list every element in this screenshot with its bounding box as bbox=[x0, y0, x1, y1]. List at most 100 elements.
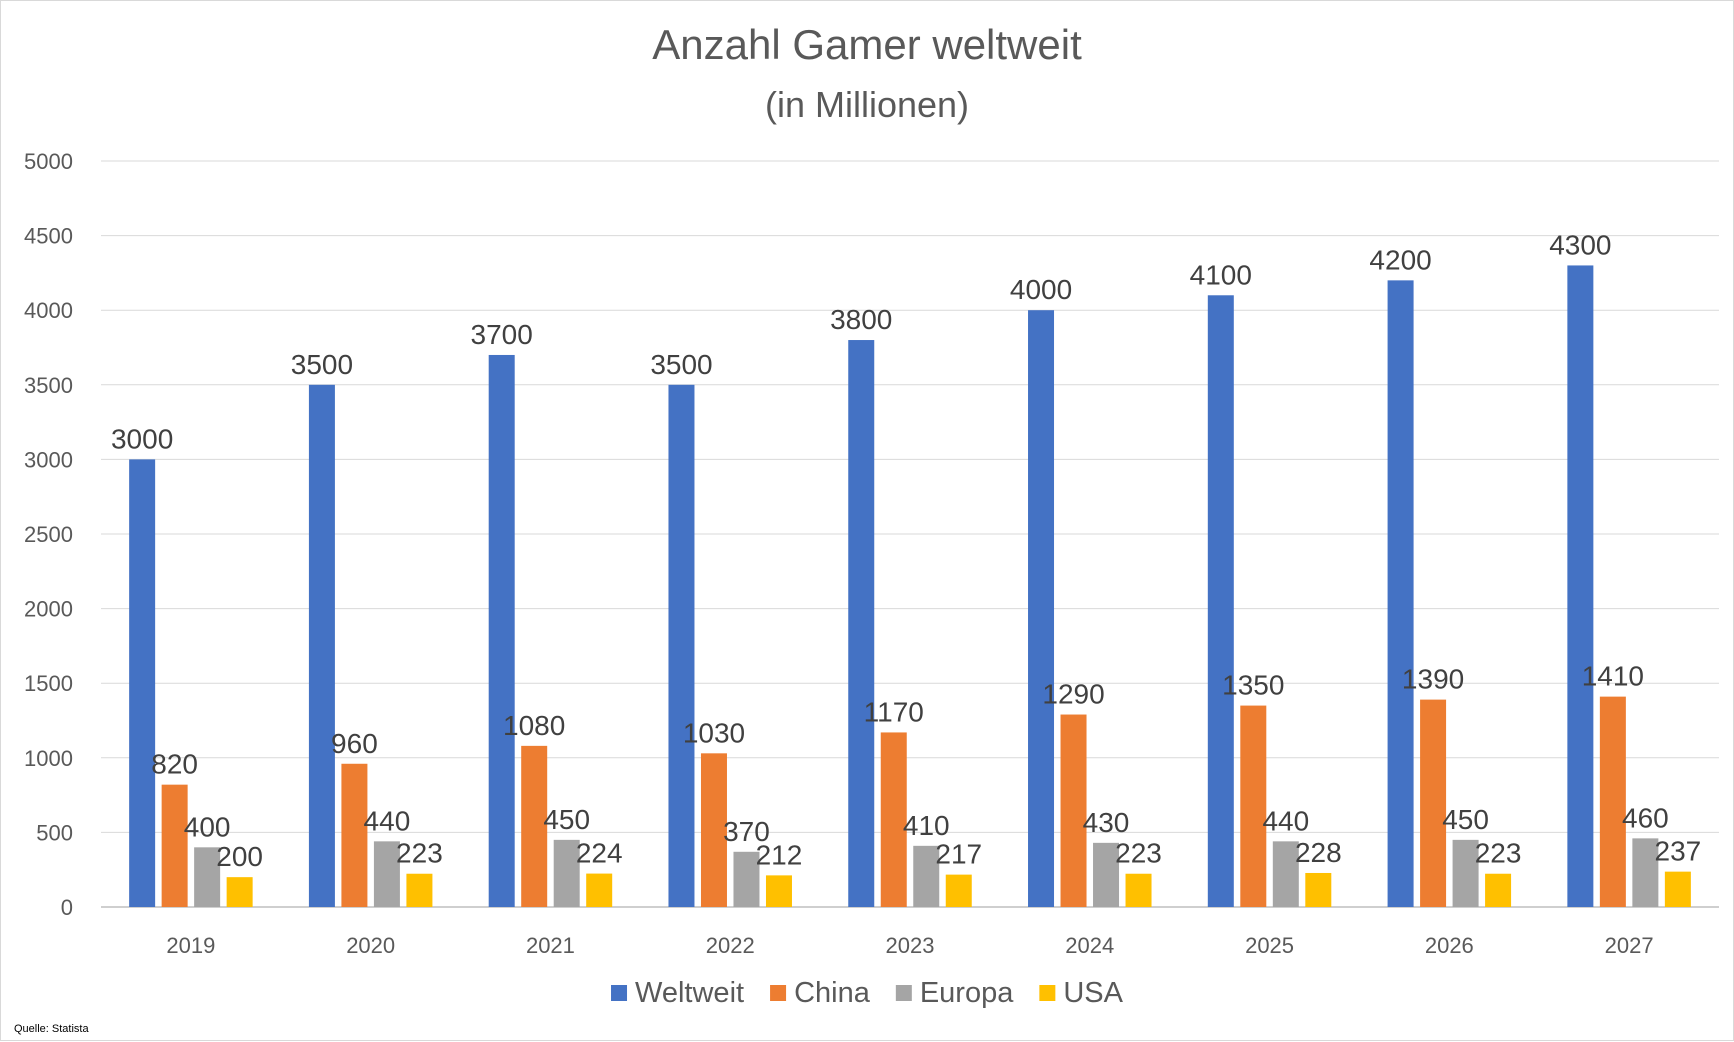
data-labels: 3000820400200350096044022337001080450224… bbox=[111, 229, 1701, 872]
data-label: 223 bbox=[1475, 838, 1522, 869]
data-label: 217 bbox=[935, 839, 982, 870]
data-label: 440 bbox=[364, 805, 411, 836]
data-label: 200 bbox=[216, 841, 263, 872]
bar-weltweit-2022 bbox=[668, 384, 695, 907]
data-label: 223 bbox=[1115, 838, 1162, 869]
data-label: 4000 bbox=[1010, 274, 1072, 305]
y-tick-label: 3500 bbox=[24, 373, 73, 398]
bar-weltweit-2021 bbox=[488, 354, 515, 908]
x-tick-label: 2020 bbox=[346, 933, 395, 958]
y-axis-ticks: 0 500 1000 1500 2000 2500 3000 3500 4000 4500 5000 bbox=[24, 149, 73, 920]
bar-europa-2022 bbox=[733, 851, 760, 907]
data-label: 3800 bbox=[830, 304, 892, 335]
data-label: 450 bbox=[543, 804, 590, 835]
data-label: 3700 bbox=[471, 319, 533, 350]
x-tick-label: 2024 bbox=[1065, 933, 1114, 958]
data-label: 224 bbox=[576, 838, 623, 869]
bar-china-2026 bbox=[1420, 699, 1447, 907]
legend-label-europa: Europa bbox=[920, 977, 1014, 1009]
legend-swatch-europa bbox=[895, 985, 912, 1001]
chart-subtitle: (in Millionen) bbox=[765, 84, 969, 125]
bar-usa-2026 bbox=[1485, 873, 1512, 907]
bar-usa-2019 bbox=[226, 877, 253, 907]
legend-label-china: China bbox=[794, 977, 871, 1009]
data-label: 3000 bbox=[111, 423, 173, 454]
data-label: 1030 bbox=[683, 717, 745, 748]
bar-usa-2023 bbox=[945, 874, 972, 907]
y-tick-label: 4500 bbox=[24, 224, 73, 249]
chart-title: Anzahl Gamer weltweit bbox=[652, 21, 1082, 68]
data-label: 430 bbox=[1083, 807, 1130, 838]
bar-weltweit-2025 bbox=[1207, 295, 1234, 907]
bar-china-2021 bbox=[521, 745, 548, 907]
data-label: 212 bbox=[756, 839, 803, 870]
bar-europa-2020 bbox=[373, 841, 400, 907]
data-label: 4300 bbox=[1549, 229, 1611, 260]
data-label: 237 bbox=[1655, 836, 1702, 867]
data-label: 1290 bbox=[1042, 679, 1104, 710]
data-label: 820 bbox=[151, 749, 198, 780]
bar-china-2024 bbox=[1060, 714, 1087, 907]
data-label: 1350 bbox=[1222, 670, 1284, 701]
bar-weltweit-2024 bbox=[1028, 310, 1055, 907]
data-label: 1080 bbox=[503, 710, 565, 741]
bar-europa-2019 bbox=[194, 847, 221, 907]
bar-weltweit-2027 bbox=[1567, 265, 1594, 907]
bars bbox=[129, 265, 1691, 908]
x-axis-ticks: 2019 2020 2021 2022 2023 2024 2025 2026 2027 bbox=[166, 933, 1653, 958]
bar-china-2022 bbox=[700, 753, 727, 907]
data-label: 3500 bbox=[291, 349, 353, 380]
x-tick-label: 2021 bbox=[526, 933, 575, 958]
y-tick-label: 4000 bbox=[24, 298, 73, 323]
bar-usa-2020 bbox=[406, 873, 433, 907]
legend-label-usa: USA bbox=[1063, 977, 1123, 1009]
y-tick-label: 2000 bbox=[24, 597, 73, 622]
data-label: 460 bbox=[1622, 802, 1669, 833]
bar-china-2023 bbox=[880, 732, 907, 907]
y-tick-label: 3000 bbox=[24, 447, 73, 472]
data-label: 440 bbox=[1262, 805, 1309, 836]
gridlines bbox=[101, 160, 1719, 908]
y-tick-label: 5000 bbox=[24, 149, 73, 174]
legend-swatch-usa bbox=[1039, 985, 1056, 1001]
data-label: 1170 bbox=[864, 696, 924, 727]
source-note: Quelle: Statista bbox=[14, 1023, 89, 1035]
data-label: 400 bbox=[184, 811, 231, 842]
data-label: 4100 bbox=[1190, 259, 1252, 290]
data-label: 960 bbox=[331, 728, 378, 759]
bar-europa-2025 bbox=[1272, 841, 1299, 907]
data-label: 223 bbox=[396, 838, 443, 869]
bar-weltweit-2020 bbox=[308, 384, 335, 907]
data-label: 450 bbox=[1442, 804, 1489, 835]
data-label: 1390 bbox=[1402, 664, 1464, 695]
data-label: 410 bbox=[903, 810, 950, 841]
y-tick-label: 500 bbox=[36, 820, 73, 845]
x-tick-label: 2022 bbox=[706, 933, 755, 958]
legend-swatch-china bbox=[770, 985, 787, 1001]
bar-europa-2027 bbox=[1632, 838, 1659, 907]
x-tick-label: 2023 bbox=[886, 933, 935, 958]
bar-usa-2025 bbox=[1305, 872, 1332, 907]
bar-weltweit-2019 bbox=[129, 459, 156, 907]
bar-usa-2022 bbox=[765, 875, 792, 907]
bar-weltweit-2026 bbox=[1387, 280, 1414, 907]
bar-china-2019 bbox=[161, 784, 188, 907]
data-label: 4200 bbox=[1369, 244, 1431, 275]
x-tick-label: 2026 bbox=[1425, 933, 1474, 958]
data-label: 3500 bbox=[650, 349, 712, 380]
legend: Weltweit China Europa USA bbox=[611, 977, 1124, 1009]
legend-swatch-weltweit bbox=[611, 985, 628, 1001]
bar-usa-2021 bbox=[586, 873, 613, 907]
bar-europa-2024 bbox=[1093, 842, 1120, 907]
legend-label-weltweit: Weltweit bbox=[635, 977, 744, 1009]
y-tick-label: 2500 bbox=[24, 522, 73, 547]
bar-europa-2026 bbox=[1452, 839, 1479, 907]
data-label: 1410 bbox=[1582, 661, 1644, 692]
data-label: 228 bbox=[1295, 837, 1342, 868]
y-tick-label: 1500 bbox=[24, 671, 73, 696]
x-tick-label: 2019 bbox=[166, 933, 215, 958]
x-tick-label: 2025 bbox=[1245, 933, 1294, 958]
bar-china-2020 bbox=[341, 763, 368, 907]
